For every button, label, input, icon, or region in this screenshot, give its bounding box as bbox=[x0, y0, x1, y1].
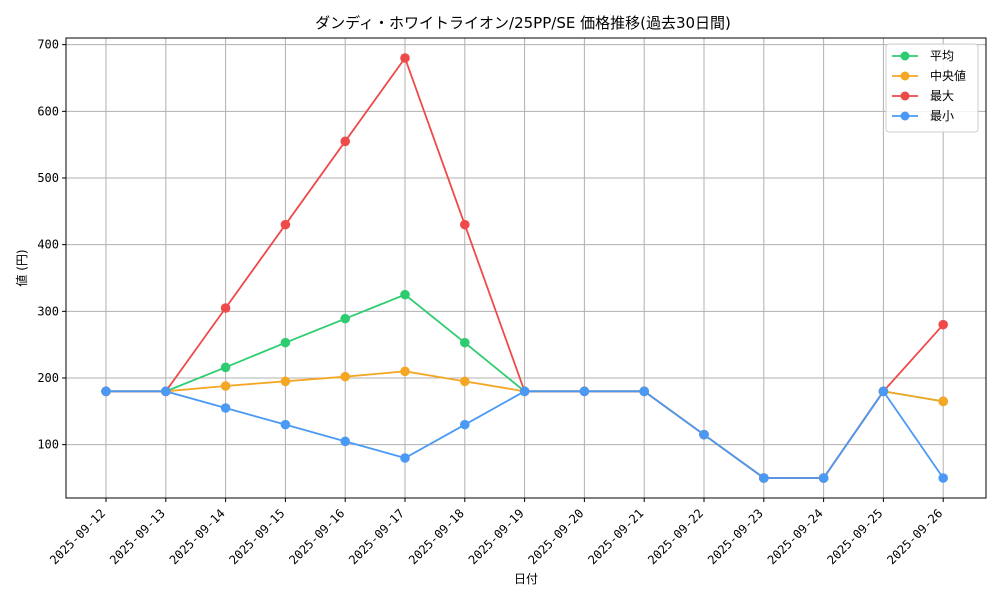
data-point bbox=[220, 362, 231, 373]
data-point bbox=[639, 386, 649, 397]
data-point bbox=[161, 386, 171, 397]
x-tick-label: 2025-09-18 bbox=[406, 506, 467, 567]
data-point bbox=[460, 219, 470, 230]
y-tick-label: 500 bbox=[37, 171, 59, 185]
legend-label: 平均 bbox=[930, 49, 954, 63]
x-tick-label: 2025-09-15 bbox=[227, 506, 288, 567]
data-point bbox=[280, 419, 291, 430]
legend-box bbox=[885, 43, 979, 133]
data-point bbox=[938, 319, 948, 330]
legend-marker bbox=[900, 51, 910, 61]
legend-item: 最大 bbox=[892, 89, 954, 103]
data-point bbox=[938, 473, 948, 483]
x-tick-label: 2025-09-19 bbox=[466, 506, 527, 567]
y-tick-label: 700 bbox=[37, 38, 59, 52]
axis-ticks: 2025-09-122025-09-132025-09-142025-09-15… bbox=[37, 38, 945, 568]
y-tick-label: 400 bbox=[37, 238, 59, 252]
x-tick-label: 2025-09-13 bbox=[107, 506, 168, 567]
y-tick-label: 200 bbox=[37, 371, 59, 385]
data-point bbox=[220, 303, 231, 313]
chart-title: ダンディ・ホワイトライオン/25PP/SE 価格推移(過去30日間) bbox=[315, 14, 731, 32]
x-tick-label: 2025-09-22 bbox=[645, 506, 706, 567]
data-point bbox=[400, 289, 410, 300]
data-point bbox=[460, 337, 470, 348]
data-point bbox=[280, 219, 291, 230]
data-point bbox=[818, 473, 829, 483]
y-tick-label: 600 bbox=[37, 104, 59, 118]
x-tick-label: 2025-09-16 bbox=[286, 506, 347, 567]
data-point bbox=[400, 366, 410, 377]
data-point bbox=[280, 337, 291, 348]
y-tick-label: 100 bbox=[37, 438, 59, 452]
legend-item: 中央値 bbox=[892, 68, 966, 83]
data-point bbox=[101, 386, 111, 397]
data-point bbox=[340, 371, 351, 382]
data-point bbox=[878, 386, 889, 397]
y-tick-label: 300 bbox=[37, 304, 59, 318]
data-point bbox=[579, 386, 590, 397]
x-tick-label: 2025-09-12 bbox=[47, 506, 108, 567]
legend-marker bbox=[900, 91, 910, 101]
data-point bbox=[400, 53, 410, 63]
data-point bbox=[400, 453, 410, 463]
plot-area bbox=[65, 37, 987, 499]
data-point bbox=[519, 386, 530, 397]
x-axis-title: 日付 bbox=[514, 572, 538, 586]
data-point bbox=[759, 473, 769, 483]
data-point bbox=[220, 381, 231, 391]
series-3 bbox=[101, 386, 948, 483]
x-tick-label: 2025-09-20 bbox=[526, 506, 587, 567]
x-tick-label: 2025-09-21 bbox=[585, 506, 646, 567]
x-tick-label: 2025-09-25 bbox=[825, 506, 886, 567]
x-tick-label: 2025-09-24 bbox=[765, 506, 826, 567]
data-point bbox=[460, 419, 470, 430]
x-tick-label: 2025-09-23 bbox=[705, 506, 766, 567]
x-tick-label: 2025-09-26 bbox=[884, 506, 945, 567]
legend-label: 最大 bbox=[930, 89, 954, 103]
legend-item: 最小 bbox=[892, 109, 954, 123]
legend-item: 平均 bbox=[892, 49, 954, 63]
data-point bbox=[938, 396, 948, 407]
x-tick-label: 2025-09-17 bbox=[346, 506, 407, 567]
grid-layer bbox=[66, 38, 986, 498]
x-tick-label: 2025-09-14 bbox=[167, 506, 228, 567]
data-point bbox=[220, 403, 231, 413]
data-point bbox=[340, 136, 351, 147]
y-axis-title: 値 (円) bbox=[14, 249, 29, 286]
legend-marker bbox=[900, 71, 910, 81]
legend-marker bbox=[900, 111, 910, 121]
data-point bbox=[280, 376, 291, 387]
series-layer bbox=[101, 53, 948, 483]
legend-label: 最小 bbox=[930, 109, 954, 123]
data-point bbox=[460, 376, 470, 387]
legend-label: 中央値 bbox=[930, 68, 966, 83]
data-point bbox=[340, 436, 351, 447]
data-point bbox=[699, 429, 709, 440]
data-point bbox=[340, 313, 351, 324]
